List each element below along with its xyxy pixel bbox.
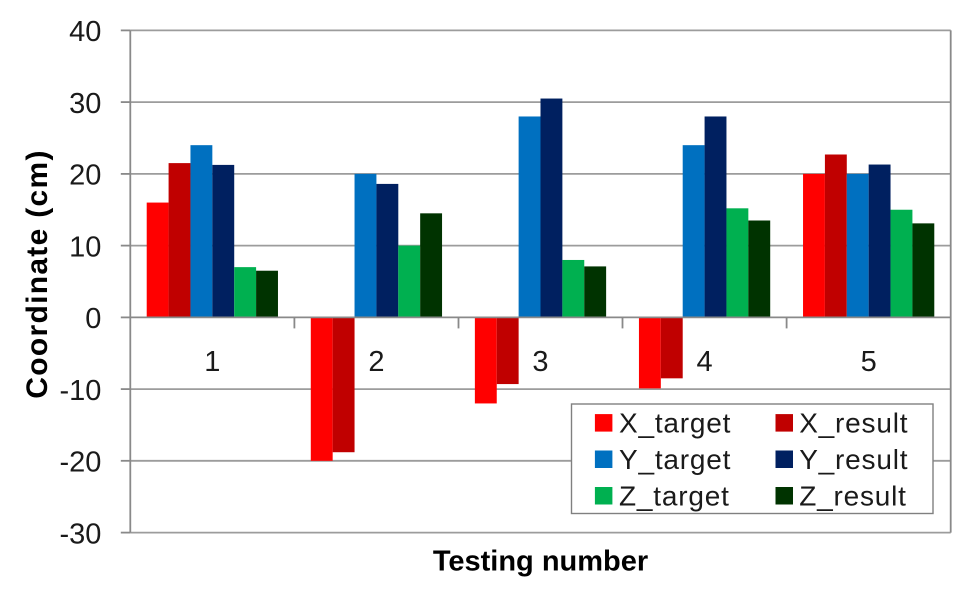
svg-text:40: 40 [69, 16, 101, 48]
svg-text:Y_target: Y_target [619, 444, 731, 475]
svg-text:0: 0 [85, 303, 101, 335]
svg-text:3: 3 [532, 346, 548, 378]
svg-text:Z_result: Z_result [799, 480, 907, 511]
svg-text:X_target: X_target [619, 408, 731, 439]
svg-text:-10: -10 [59, 375, 101, 407]
svg-text:10: 10 [69, 231, 101, 263]
svg-text:Coordinate (cm): Coordinate (cm) [21, 149, 54, 399]
svg-text:-30: -30 [59, 518, 101, 550]
svg-text:5: 5 [861, 346, 877, 378]
svg-text:Testing number: Testing number [433, 546, 648, 578]
svg-text:Z_target: Z_target [619, 480, 730, 511]
svg-text:30: 30 [69, 88, 101, 120]
svg-text:-20: -20 [59, 447, 101, 479]
svg-text:X_result: X_result [799, 408, 908, 439]
svg-text:2: 2 [368, 346, 384, 378]
svg-text:1: 1 [204, 346, 220, 378]
svg-text:Y_result: Y_result [799, 444, 908, 475]
svg-text:20: 20 [69, 160, 101, 192]
svg-text:4: 4 [697, 346, 713, 378]
